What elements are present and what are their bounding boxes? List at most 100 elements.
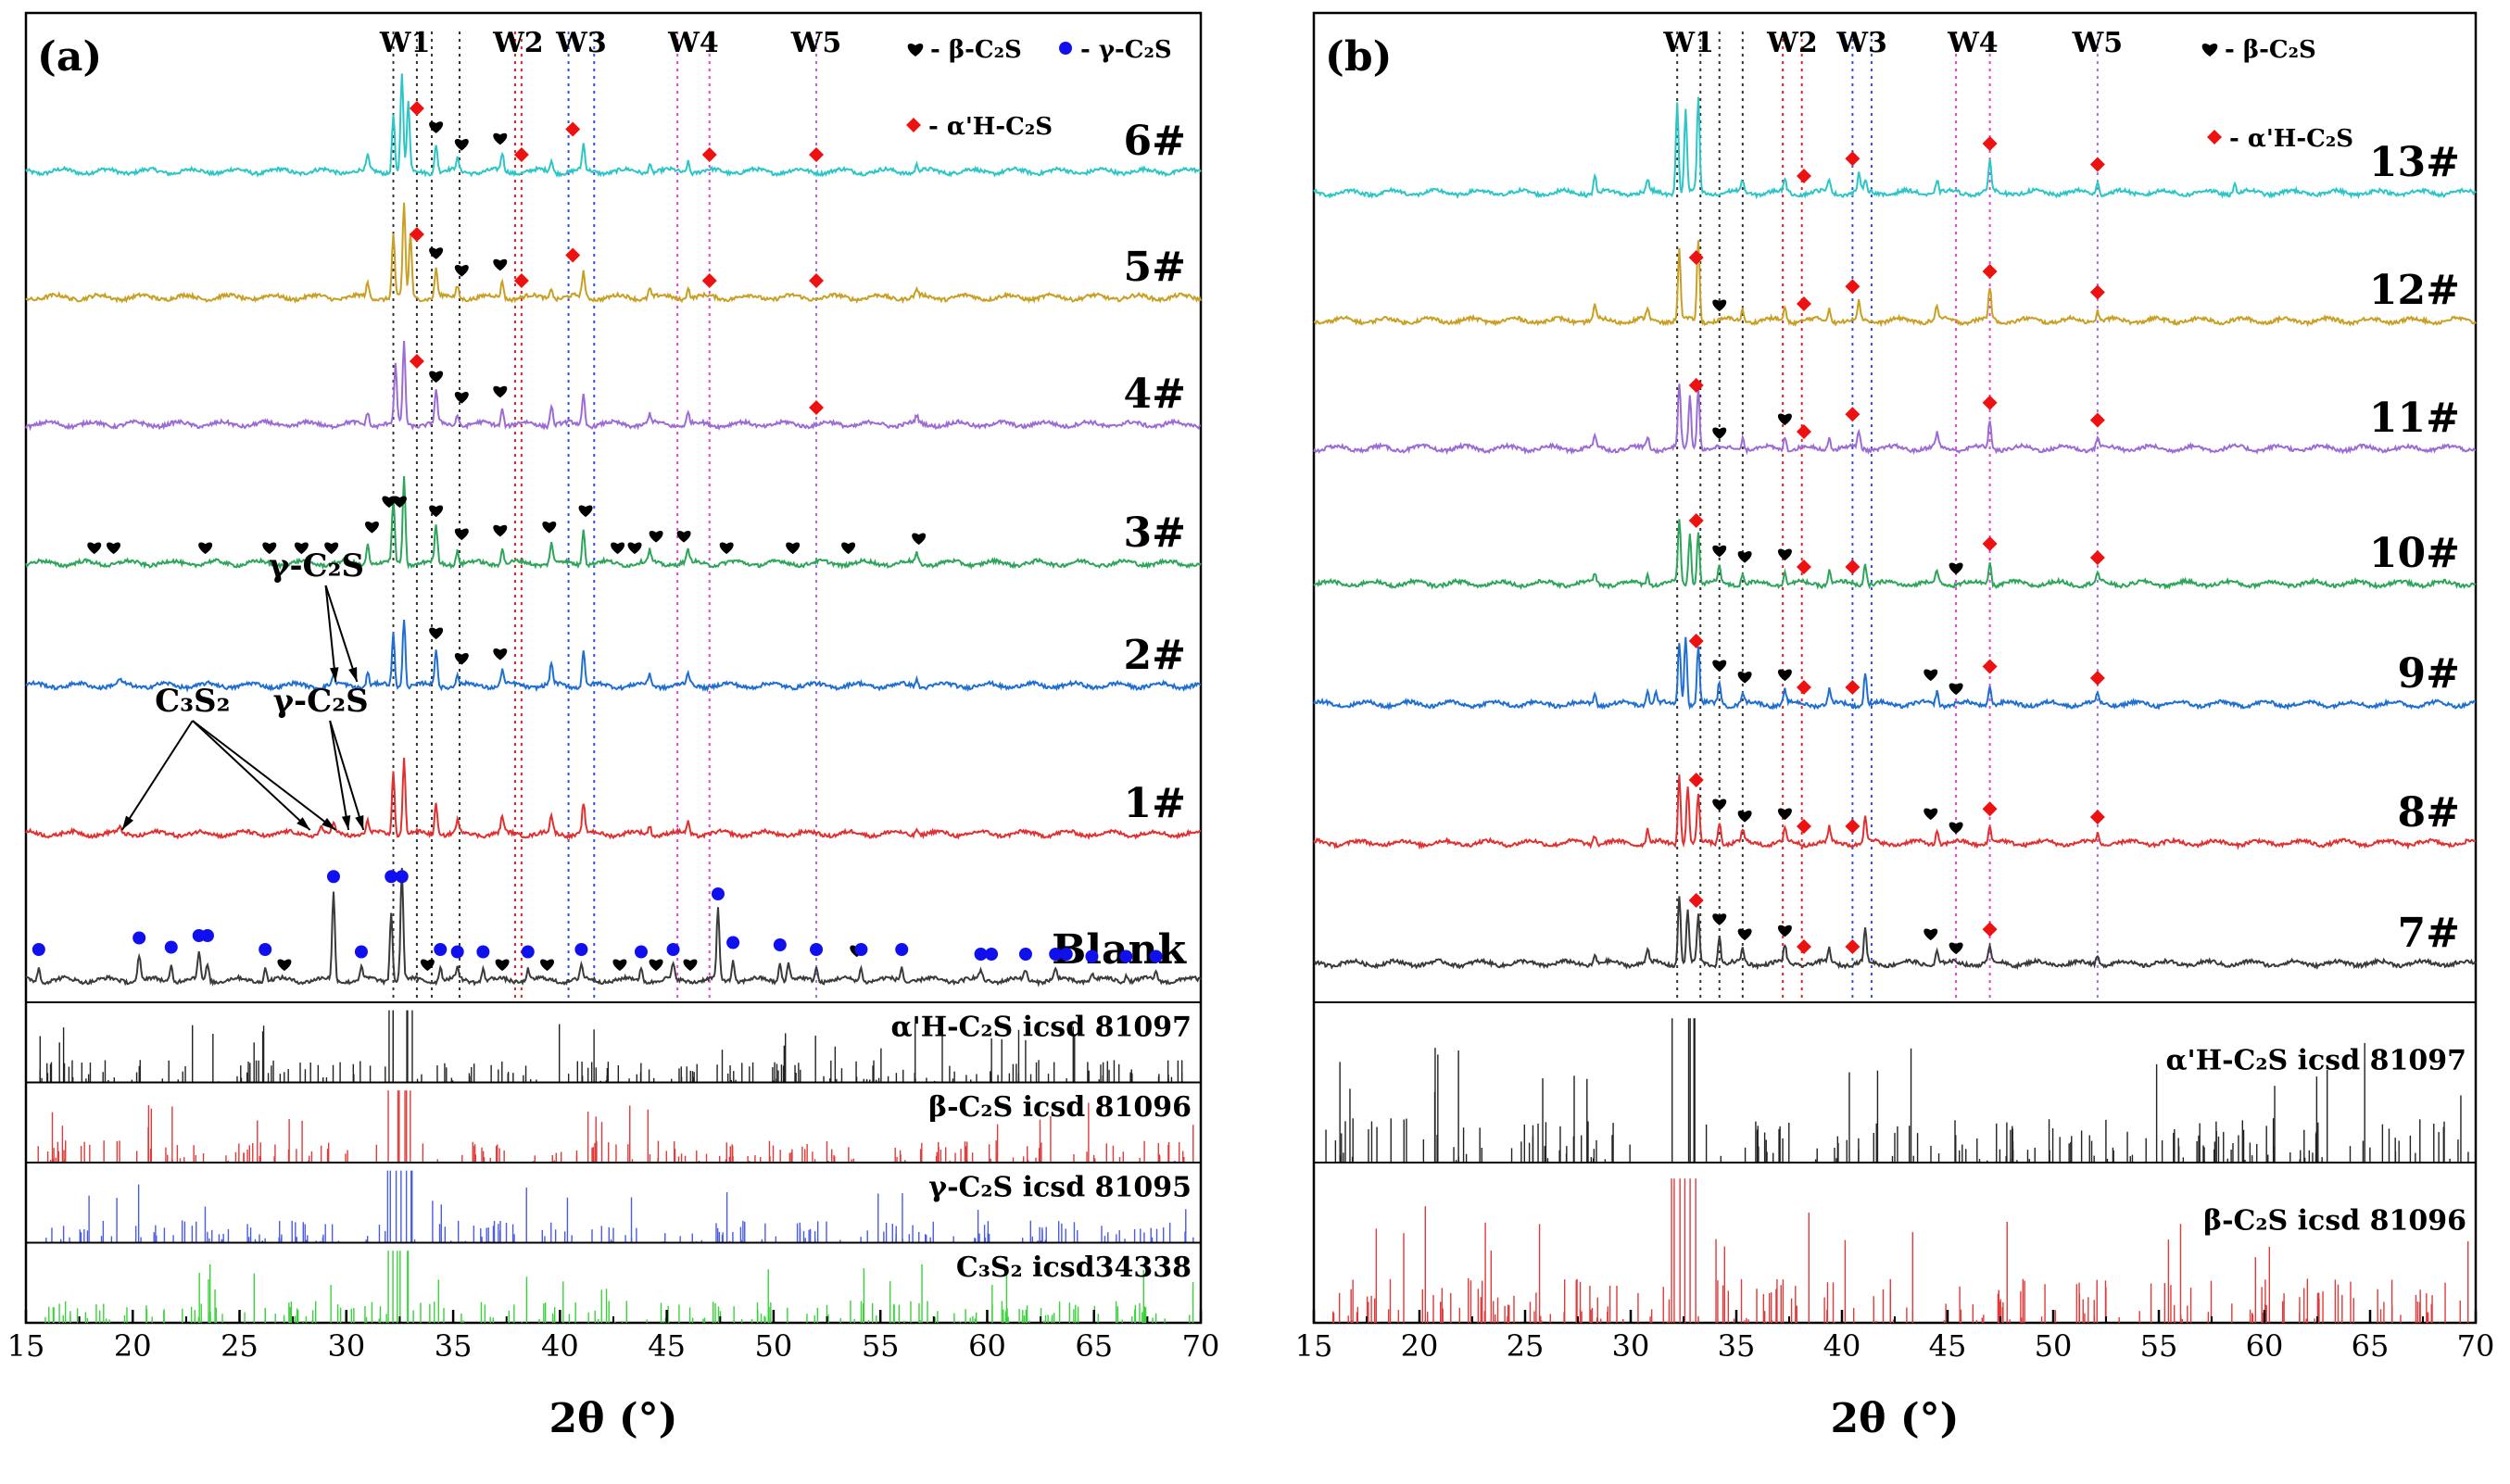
beta-marker <box>87 542 102 555</box>
alpha-marker <box>809 273 825 288</box>
trace-label-8#: 8# <box>2398 789 2460 836</box>
x-tick-label: 40 <box>541 1328 579 1364</box>
legend-alpha-label: - α'H-C₂S <box>928 113 1053 141</box>
window-label-W2: W2 <box>1766 27 1818 59</box>
beta-marker <box>719 542 734 555</box>
beta-marker <box>1949 683 1963 696</box>
trace-label-12#: 12# <box>2369 267 2460 314</box>
beta-marker <box>493 258 508 271</box>
gamma-marker <box>164 940 178 954</box>
x-tick-label: 30 <box>327 1328 365 1364</box>
beta-marker <box>1712 799 1727 811</box>
beta-marker <box>912 533 927 546</box>
beta-marker <box>454 265 469 277</box>
trace-label-13#: 13# <box>2369 139 2460 186</box>
x-tick-label: 70 <box>1182 1328 1220 1364</box>
trace-label-2#: 2# <box>1124 632 1186 679</box>
gamma-marker <box>450 945 464 959</box>
gamma-marker <box>1059 948 1073 961</box>
beta-marker <box>1712 913 1727 925</box>
beta-marker <box>324 542 339 555</box>
alpha-marker <box>409 101 424 116</box>
trace-label-3#: 3# <box>1124 509 1186 557</box>
gamma-marker <box>854 943 868 956</box>
window-label-W1: W1 <box>379 27 431 59</box>
trace-13# <box>1313 96 2477 200</box>
alpha-marker <box>2089 671 2105 685</box>
alpha-marker <box>701 273 717 288</box>
beta-marker <box>493 648 508 660</box>
beta-marker <box>1737 672 1752 684</box>
reference-label: α'H-C₂S icsd 81097 <box>2165 1045 2466 1077</box>
annotation-arrowhead <box>355 815 364 830</box>
x-tick-label: 60 <box>968 1328 1006 1364</box>
alpha-marker <box>701 147 717 162</box>
x-tick-label: 65 <box>2352 1328 2390 1364</box>
gamma-marker <box>726 936 740 950</box>
alpha-marker <box>1688 250 1704 265</box>
alpha-marker <box>809 147 825 162</box>
beta-marker <box>611 542 625 555</box>
trace-label-10#: 10# <box>2369 530 2460 577</box>
beta-marker <box>493 132 508 145</box>
trace-11# <box>1313 384 2477 456</box>
window-label-W2: W2 <box>492 27 544 59</box>
beta-marker <box>627 542 642 555</box>
beta-marker <box>420 959 435 972</box>
gamma-marker <box>666 943 680 956</box>
annotation-arrowhead <box>121 815 134 830</box>
x-axis-title: 2θ (°) <box>1831 1395 1960 1442</box>
beta-marker <box>1737 551 1752 563</box>
panel-label: (b) <box>1325 33 1392 81</box>
beta-marker <box>1923 808 1938 821</box>
gamma-marker <box>711 887 725 900</box>
beta-marker <box>542 522 557 534</box>
legend-beta-label: - β-C₂S <box>2225 36 2316 64</box>
legend-beta-marker <box>2201 44 2218 57</box>
trace-6# <box>25 73 1202 179</box>
x-tick-label: 20 <box>114 1328 152 1364</box>
gamma-marker <box>434 943 448 956</box>
alpha-marker <box>409 354 424 369</box>
trace-8# <box>1313 774 2477 850</box>
reference-label: β-C₂S icsd 81096 <box>928 1091 1192 1124</box>
alpha-marker <box>1845 151 1860 167</box>
beta-marker <box>1777 548 1792 561</box>
trace-label-Blank: Blank <box>1052 926 1187 974</box>
alpha-marker <box>1982 136 1998 151</box>
beta-marker <box>493 385 508 398</box>
annotation-arrow <box>192 720 336 831</box>
beta-marker <box>1777 924 1792 937</box>
x-axis-title: 2θ (°) <box>549 1395 678 1442</box>
beta-marker <box>1737 928 1752 941</box>
alpha-marker <box>1982 801 1998 817</box>
alpha-marker <box>513 147 529 162</box>
x-tick-label: 15 <box>7 1328 45 1364</box>
beta-marker <box>429 247 444 259</box>
alpha-marker <box>565 121 581 137</box>
beta-marker <box>786 542 801 555</box>
annotation-arrowhead <box>296 817 310 830</box>
beta-marker <box>107 542 121 555</box>
x-tick-label: 20 <box>1401 1328 1439 1364</box>
beta-marker <box>1777 808 1792 821</box>
reference-label: γ-C₂S icsd 81095 <box>928 1171 1192 1203</box>
x-tick-label: 25 <box>1507 1328 1545 1364</box>
alpha-marker <box>1688 634 1704 648</box>
trace-1# <box>25 758 1202 841</box>
beta-marker <box>1949 562 1963 575</box>
beta-marker <box>578 505 593 518</box>
beta-marker <box>1777 413 1792 426</box>
x-tick-label: 40 <box>1823 1328 1861 1364</box>
annotation-arrow <box>329 720 365 831</box>
legend-alpha-label: - α'H-C₂S <box>2229 125 2353 153</box>
gamma-marker <box>354 945 368 959</box>
legend-beta-label: - β-C₂S <box>930 36 1022 64</box>
gamma-marker <box>476 945 490 959</box>
alpha-marker <box>1796 939 1811 954</box>
gamma-marker <box>773 938 787 951</box>
beta-marker <box>294 542 309 555</box>
alpha-marker <box>1796 819 1811 834</box>
trace-Blank <box>25 867 1202 987</box>
alpha-marker <box>1796 424 1811 439</box>
